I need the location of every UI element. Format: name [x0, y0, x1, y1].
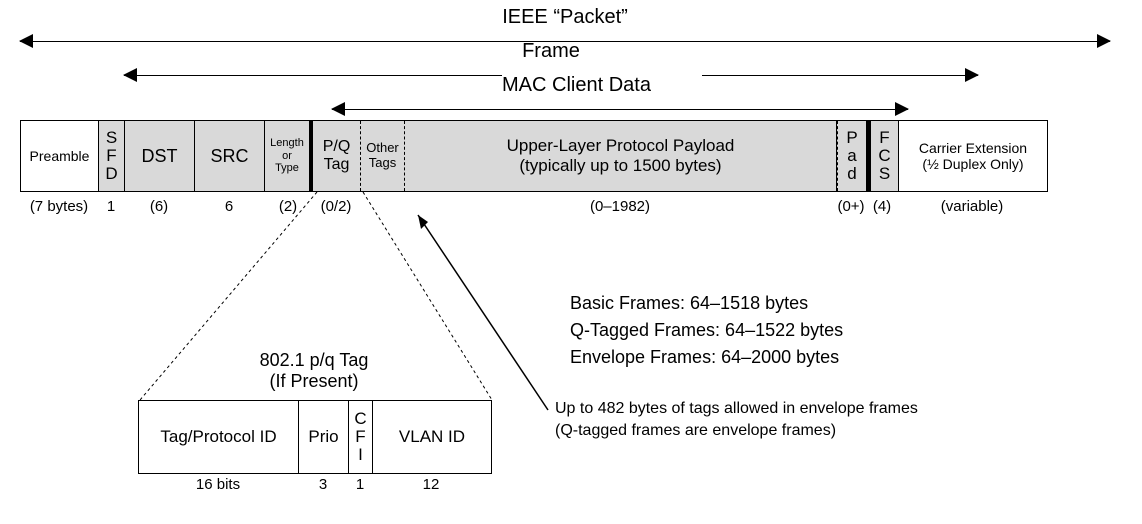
tag-cell-0: Tag/Protocol ID: [139, 401, 299, 473]
tag-cell-1: Prio: [299, 401, 349, 473]
tag-size-2: 1: [348, 476, 372, 493]
frame-size-1: 1: [98, 198, 124, 215]
frame-size-10: (variable): [898, 198, 1046, 215]
frame-size-4: (2): [264, 198, 312, 215]
frame-cell-6: Other Tags: [361, 121, 405, 191]
frame-cell-1: SFD: [99, 121, 125, 191]
ethernet-frame-diagram: IEEE “Packet”FrameMAC Client Data Preamb…: [10, 10, 1132, 514]
note-qtagged: Q-Tagged Frames: 64–1522 bytes: [570, 317, 843, 344]
tag-detail-row: Tag/Protocol IDPrioCFIVLAN ID: [138, 400, 492, 474]
tags-allowed-note: Up to 482 bytes of tags allowed in envel…: [555, 398, 918, 443]
tag-cell-2: CFI: [349, 401, 373, 473]
note-basic: Basic Frames: 64–1518 bytes: [570, 290, 843, 317]
frame-row: PreambleSFDDSTSRCLength or TypeP/Q TagOt…: [20, 120, 1048, 192]
frame-cell-5: P/Q Tag: [313, 121, 361, 191]
note-envelope: Envelope Frames: 64–2000 bytes: [570, 344, 843, 371]
frame-cell-4: Length or Type: [265, 121, 313, 191]
frame-size-9: (4): [866, 198, 898, 215]
frame-cell-7: Upper-Layer Protocol Payload (typically …: [405, 121, 837, 191]
tag-size-0: 16 bits: [138, 476, 298, 493]
frame-size-0: (7 bytes): [20, 198, 98, 215]
frame-cell-0: Preamble: [21, 121, 99, 191]
frame-size-notes: Basic Frames: 64–1518 bytes Q-Tagged Fra…: [570, 290, 843, 371]
frame-cell-10: Carrier Extension (½ Duplex Only): [899, 121, 1047, 191]
tag-detail-title: 802.1 p/q Tag (If Present): [138, 350, 490, 392]
frame-size-5: (0/2): [312, 198, 360, 215]
frame-size-3: 6: [194, 198, 264, 215]
frame-range-label: Frame: [124, 40, 978, 63]
frame-size-8: (0+): [836, 198, 866, 215]
tag-size-3: 12: [372, 476, 490, 493]
frame-size-7: (0–1982): [404, 198, 836, 215]
tag-size-1: 3: [298, 476, 348, 493]
frame-cell-2: DST: [125, 121, 195, 191]
frame-cell-8: Pad: [837, 121, 867, 191]
mac-range-label: MAC Client Data: [502, 74, 1078, 97]
frame-size-2: (6): [124, 198, 194, 215]
packet-range-label: IEEE “Packet”: [20, 6, 1110, 29]
frame-cell-3: SRC: [195, 121, 265, 191]
frame-cell-9: FCS: [867, 121, 899, 191]
tag-cell-3: VLAN ID: [373, 401, 491, 473]
